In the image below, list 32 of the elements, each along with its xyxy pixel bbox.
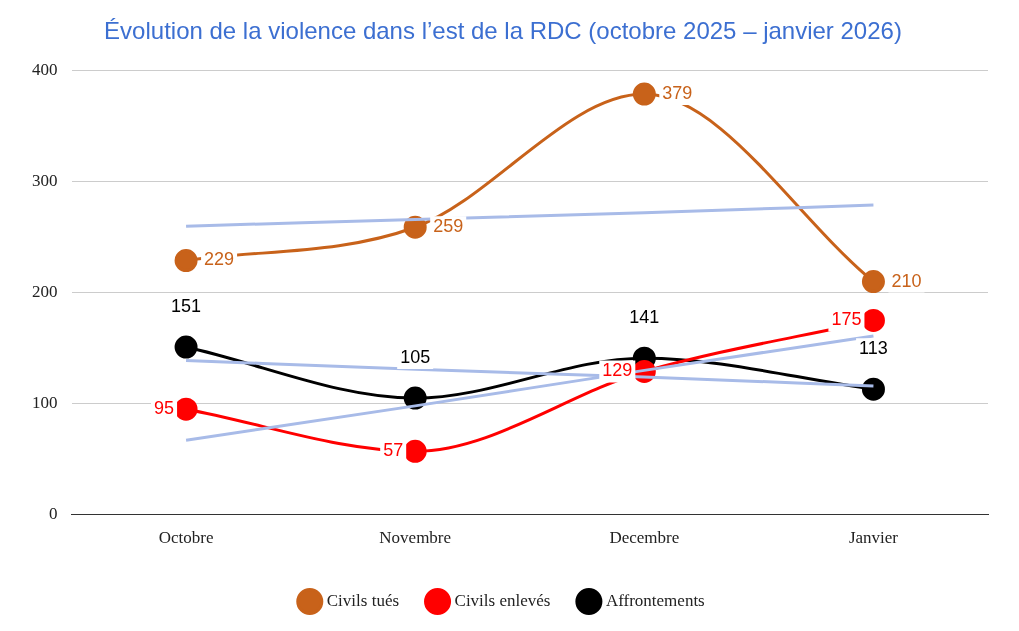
data-label: 113	[859, 338, 888, 359]
data-label: 141	[629, 307, 660, 328]
point	[174, 397, 198, 421]
data-label: 379	[662, 83, 693, 104]
legend-label: Civils tués	[326, 590, 400, 610]
data-label: 229	[204, 249, 235, 270]
data-label: 210	[891, 270, 922, 291]
data-label: 57	[383, 440, 404, 461]
point	[861, 308, 885, 332]
point	[174, 335, 198, 359]
x-tick-label: Decembre	[609, 528, 680, 548]
point	[174, 249, 198, 273]
point	[861, 377, 885, 401]
y-tick-label: 400	[32, 60, 58, 80]
point	[403, 439, 427, 463]
y-tick-label: 200	[32, 282, 58, 302]
x-tick-label: Novembre	[379, 528, 452, 548]
y-tick-label: 0	[49, 504, 58, 524]
data-label: 175	[831, 309, 862, 330]
data-label: 95	[154, 398, 175, 419]
y-tick-label: 300	[32, 171, 58, 191]
x-tick-label: Octobre	[158, 528, 214, 548]
y-tick-label: 100	[32, 393, 58, 413]
data-label: 259	[433, 216, 464, 237]
chart-title: Évolution de la violence dans l’est de la RDC (octobre 2025 – janvier 2026)	[104, 17, 902, 45]
point	[861, 270, 885, 294]
data-label: 105	[400, 347, 431, 368]
x-tick-label: Janvier	[848, 528, 899, 548]
data-label: 151	[171, 296, 202, 317]
legend-label: Affrontements	[605, 590, 705, 610]
point	[632, 82, 656, 106]
legend-label: Civils enlevés	[454, 590, 551, 610]
